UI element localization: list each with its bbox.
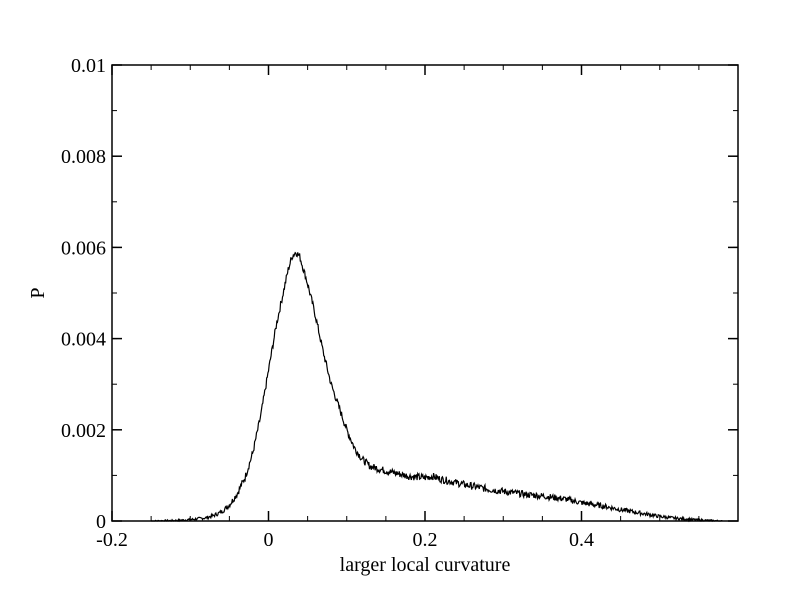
y-tick-label: 0.008 [61, 146, 106, 168]
x-tick-label: 0 [264, 529, 274, 551]
x-tick-label: 0.4 [569, 529, 594, 551]
y-tick-label: 0.004 [61, 329, 106, 351]
x-tick-label: -0.2 [96, 529, 128, 551]
y-tick-label: 0 [96, 511, 106, 533]
x-axis-title: larger local curvature [340, 554, 511, 576]
y-tick-label: 0.002 [61, 420, 106, 442]
axis-ticks [111, 64, 739, 522]
x-tick-label: 0.2 [413, 529, 438, 551]
y-tick-label: 0.01 [71, 55, 106, 77]
x-tick-labels: -0.2 0 0.2 0.4 [96, 529, 594, 551]
y-axis-title: P [27, 287, 49, 298]
y-tick-labels: 0 0.002 0.004 0.006 0.008 0.01 [61, 55, 106, 533]
y-tick-label: 0.006 [61, 237, 106, 259]
series-line [151, 251, 723, 523]
plot-frame [111, 64, 739, 522]
